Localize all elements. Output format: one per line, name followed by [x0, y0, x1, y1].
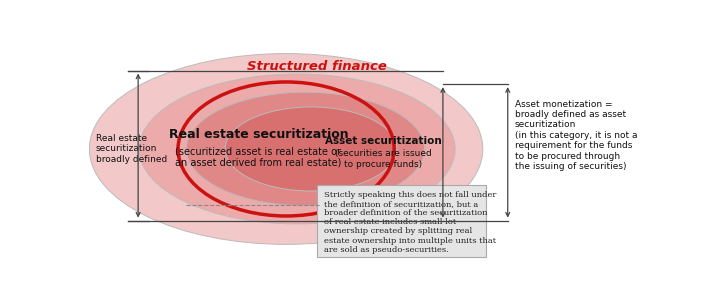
Ellipse shape [139, 74, 455, 224]
Text: Asset monetization =
broadly defined as asset
securitization
(in this category, : Asset monetization = broadly defined as … [515, 100, 638, 171]
Ellipse shape [187, 92, 425, 206]
Ellipse shape [225, 107, 397, 191]
Text: (securitized asset is real estate or
an asset derived from real estate): (securitized asset is real estate or an … [175, 146, 342, 168]
Text: Structured finance: Structured finance [247, 60, 387, 73]
FancyBboxPatch shape [317, 185, 485, 257]
Text: Real estate
securitization
broadly defined: Real estate securitization broadly defin… [96, 134, 167, 164]
Text: (securities are issued
to procure funds): (securities are issued to procure funds) [335, 150, 431, 169]
Text: Real estate securitization: Real estate securitization [169, 128, 348, 141]
Ellipse shape [89, 54, 483, 244]
Text: Asset securitization: Asset securitization [325, 136, 441, 146]
Text: Strictly speaking this does not fall under
the definition of securitization, but: Strictly speaking this does not fall und… [324, 191, 496, 254]
